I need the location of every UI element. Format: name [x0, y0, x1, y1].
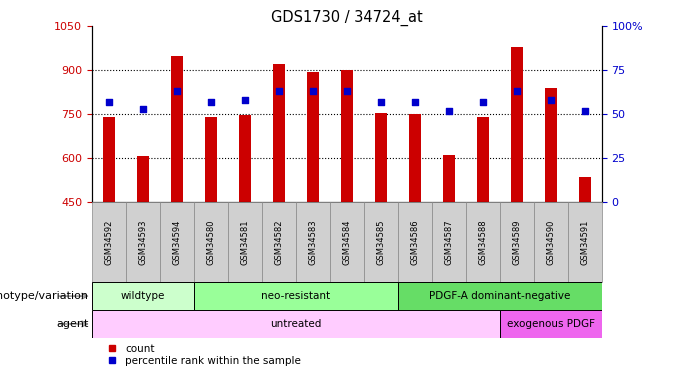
Text: GSM34583: GSM34583	[308, 219, 318, 265]
Bar	[92, 310, 500, 338]
Bar	[511, 46, 523, 202]
Bar	[307, 72, 319, 202]
Bar	[92, 282, 194, 310]
Bar	[126, 202, 160, 282]
Bar	[239, 115, 251, 202]
Bar	[534, 202, 568, 282]
Bar	[273, 64, 285, 202]
Bar	[477, 117, 489, 202]
Point	[103, 99, 114, 105]
Text: GSM34582: GSM34582	[274, 219, 284, 265]
Text: untreated: untreated	[270, 319, 322, 329]
Text: GSM34593: GSM34593	[138, 219, 148, 265]
Bar	[194, 282, 398, 310]
Bar	[296, 202, 330, 282]
Point	[477, 99, 488, 105]
Bar	[194, 202, 228, 282]
Text: agent: agent	[56, 319, 88, 329]
Bar	[545, 88, 557, 202]
Bar	[466, 202, 500, 282]
Text: GSM34585: GSM34585	[376, 219, 386, 265]
Bar	[137, 156, 149, 203]
Bar	[375, 113, 387, 202]
Point	[307, 88, 318, 94]
Title: GDS1730 / 34724_at: GDS1730 / 34724_at	[271, 10, 423, 26]
Bar	[409, 114, 421, 202]
Bar	[568, 202, 602, 282]
Bar	[500, 202, 534, 282]
Point	[409, 99, 420, 105]
Bar	[160, 202, 194, 282]
Legend: count, percentile rank within the sample: count, percentile rank within the sample	[97, 339, 305, 370]
Point	[545, 97, 556, 103]
Bar	[398, 202, 432, 282]
Text: PDGF-A dominant-negative: PDGF-A dominant-negative	[429, 291, 571, 301]
Bar	[262, 202, 296, 282]
Point	[511, 88, 522, 94]
Text: GSM34584: GSM34584	[342, 219, 352, 265]
Point	[239, 97, 250, 103]
Text: neo-resistant: neo-resistant	[261, 291, 330, 301]
Text: genotype/variation: genotype/variation	[0, 291, 88, 301]
Bar	[432, 202, 466, 282]
Text: GSM34580: GSM34580	[206, 219, 216, 265]
Bar	[171, 56, 183, 202]
Bar	[500, 310, 602, 338]
Text: GSM34589: GSM34589	[512, 219, 522, 265]
Bar	[364, 202, 398, 282]
Point	[171, 88, 182, 94]
Bar	[330, 202, 364, 282]
Bar	[228, 202, 262, 282]
Point	[137, 106, 148, 112]
Text: GSM34592: GSM34592	[104, 220, 114, 265]
Text: GSM34586: GSM34586	[410, 219, 420, 265]
Bar	[341, 70, 353, 202]
Point	[205, 99, 216, 105]
Point	[341, 88, 352, 94]
Text: GSM34591: GSM34591	[580, 220, 590, 265]
Bar	[398, 282, 602, 310]
Text: GSM34587: GSM34587	[444, 219, 454, 265]
Bar	[92, 202, 126, 282]
Point	[273, 88, 284, 94]
Text: GSM34581: GSM34581	[240, 219, 250, 265]
Bar	[579, 177, 591, 203]
Bar	[103, 117, 115, 202]
Point	[579, 108, 590, 114]
Text: exogenous PDGF: exogenous PDGF	[507, 319, 595, 329]
Text: GSM34590: GSM34590	[546, 220, 556, 265]
Point	[443, 108, 454, 114]
Text: wildtype: wildtype	[120, 291, 165, 301]
Point	[375, 99, 386, 105]
Bar	[443, 155, 455, 203]
Text: GSM34588: GSM34588	[478, 219, 488, 265]
Text: GSM34594: GSM34594	[172, 220, 182, 265]
Bar	[205, 117, 217, 202]
